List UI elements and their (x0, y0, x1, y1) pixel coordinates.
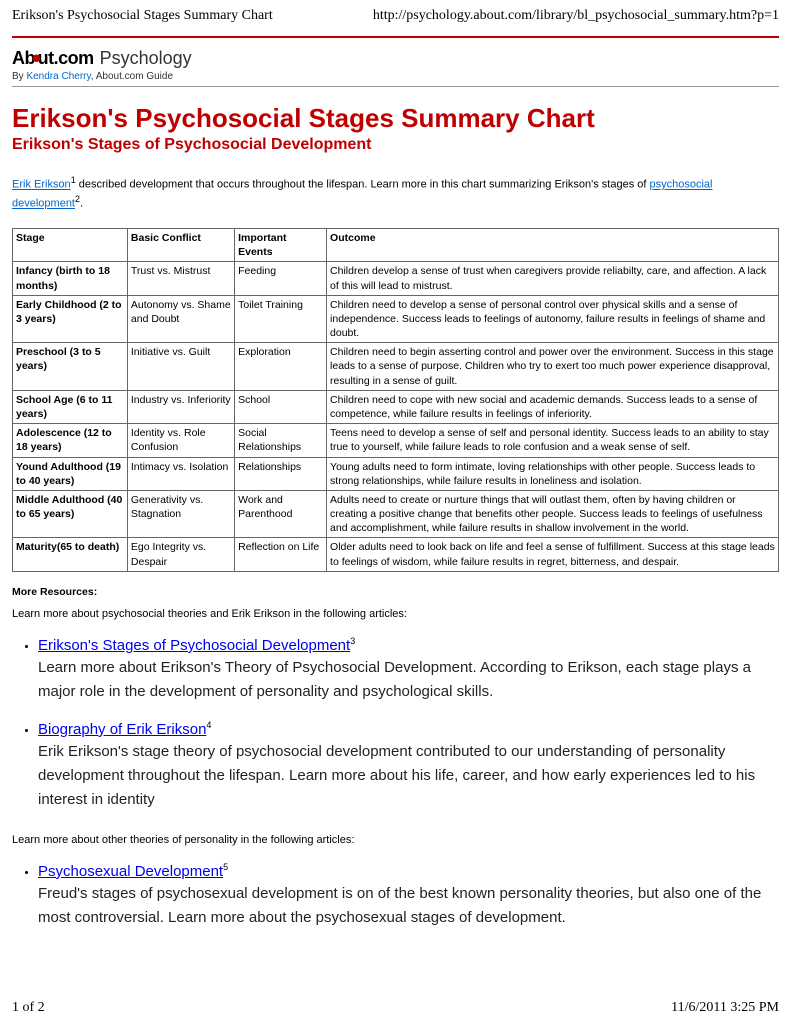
page-subtitle: Erikson's Stages of Psychosocial Develop… (12, 136, 779, 154)
cell-events: Toilet Training (235, 295, 327, 343)
cell-conflict: Initiative vs. Guilt (127, 343, 234, 391)
cell-conflict: Identity vs. Role Confusion (127, 424, 234, 457)
table-row: Preschool (3 to 5 years)Initiative vs. G… (13, 343, 779, 391)
cell-outcome: Older adults need to look back on life a… (327, 538, 779, 571)
cell-events: Reflection on Life (235, 538, 327, 571)
resource-list: Psychosexual Development5Freud's stages … (22, 862, 779, 930)
page-title: Erikson's Psychosocial Stages Summary Ch… (12, 103, 779, 134)
cell-stage: Maturity(65 to death) (13, 538, 128, 571)
erik-erikson-link[interactable]: Erik Erikson (12, 179, 71, 191)
print-footer-datetime: 11/6/2011 3:25 PM (671, 1000, 779, 1016)
section-intro: Learn more about other theories of perso… (12, 834, 779, 846)
list-item: Biography of Erik Erikson4Erik Erikson's… (38, 720, 779, 812)
logo-dot-icon: • (32, 43, 41, 73)
cell-stage: Adolescence (12 to 18 years) (13, 424, 128, 457)
cell-outcome: Adults need to create or nurture things … (327, 490, 779, 538)
cell-conflict: Ego Integrity vs. Despair (127, 538, 234, 571)
th-events: Important Events (235, 229, 327, 262)
cell-events: Feeding (235, 262, 327, 295)
section-intro: Learn more about psychosocial theories a… (12, 608, 779, 620)
cell-stage: Middle Adulthood (40 to 65 years) (13, 490, 128, 538)
byline: By Kendra Cherry, About.com Guide (12, 71, 779, 87)
cell-events: Exploration (235, 343, 327, 391)
print-header-title: Erikson's Psychosocial Stages Summary Ch… (12, 8, 273, 24)
table-row: Infancy (birth to 18 months)Trust vs. Mi… (13, 262, 779, 295)
table-row: Middle Adulthood (40 to 65 years)Generat… (13, 490, 779, 538)
cell-outcome: Children develop a sense of trust when c… (327, 262, 779, 295)
cell-outcome: Teens need to develop a sense of self an… (327, 424, 779, 457)
cell-conflict: Intimacy vs. Isolation (127, 457, 234, 490)
resource-link[interactable]: Psychosexual Development (38, 863, 223, 880)
cell-conflict: Autonomy vs. Shame and Doubt (127, 295, 234, 343)
cell-outcome: Young adults need to form intimate, lovi… (327, 457, 779, 490)
cell-stage: Preschool (3 to 5 years) (13, 343, 128, 391)
cell-events: Work and Parenthood (235, 490, 327, 538)
site-section: Psychology (100, 48, 192, 69)
cell-outcome: Children need to begin asserting control… (327, 343, 779, 391)
list-item: Erikson's Stages of Psychosocial Develop… (38, 636, 779, 704)
about-logo: Ab•ut.com (12, 48, 94, 69)
table-row: Adolescence (12 to 18 years)Identity vs.… (13, 424, 779, 457)
cell-stage: Early Childhood (2 to 3 years) (13, 295, 128, 343)
table-row: Maturity(65 to death)Ego Integrity vs. D… (13, 538, 779, 571)
cell-stage: School Age (6 to 11 years) (13, 390, 128, 423)
cell-events: School (235, 390, 327, 423)
list-item: Psychosexual Development5Freud's stages … (38, 862, 779, 930)
cell-events: Relationships (235, 457, 327, 490)
cell-outcome: Children need to develop a sense of pers… (327, 295, 779, 343)
th-stage: Stage (13, 229, 128, 262)
cell-events: Social Relationships (235, 424, 327, 457)
stages-table: Stage Basic Conflict Important Events Ou… (12, 228, 779, 572)
divider-top (12, 36, 779, 38)
cell-stage: Yound Adulthood (19 to 40 years) (13, 457, 128, 490)
print-header: Erikson's Psychosocial Stages Summary Ch… (12, 8, 779, 30)
intro-paragraph: Erik Erikson1 described development that… (12, 174, 779, 212)
cell-conflict: Industry vs. Inferiority (127, 390, 234, 423)
table-row: Early Childhood (2 to 3 years)Autonomy v… (13, 295, 779, 343)
resource-desc: Learn more about Erikson's Theory of Psy… (38, 656, 779, 704)
print-footer: 1 of 2 11/6/2011 3:25 PM (12, 1000, 779, 1016)
resource-link[interactable]: Erikson's Stages of Psychosocial Develop… (38, 637, 350, 654)
more-resources-label: More Resources: (12, 586, 779, 598)
cell-conflict: Trust vs. Mistrust (127, 262, 234, 295)
table-row: School Age (6 to 11 years)Industry vs. I… (13, 390, 779, 423)
resource-desc: Freud's stages of psychosexual developme… (38, 882, 779, 930)
th-outcome: Outcome (327, 229, 779, 262)
table-row: Yound Adulthood (19 to 40 years)Intimacy… (13, 457, 779, 490)
th-conflict: Basic Conflict (127, 229, 234, 262)
resource-link[interactable]: Biography of Erik Erikson (38, 721, 206, 738)
cell-outcome: Children need to cope with new social an… (327, 390, 779, 423)
print-header-url: http://psychology.about.com/library/bl_p… (373, 8, 779, 24)
cell-stage: Infancy (birth to 18 months) (13, 262, 128, 295)
resource-list: Erikson's Stages of Psychosocial Develop… (22, 636, 779, 812)
resource-desc: Erik Erikson's stage theory of psychosoc… (38, 740, 779, 812)
table-header-row: Stage Basic Conflict Important Events Ou… (13, 229, 779, 262)
print-footer-page: 1 of 2 (12, 1000, 45, 1016)
site-logo-line: Ab•ut.com Psychology (12, 48, 779, 69)
cell-conflict: Generativity vs. Stagnation (127, 490, 234, 538)
